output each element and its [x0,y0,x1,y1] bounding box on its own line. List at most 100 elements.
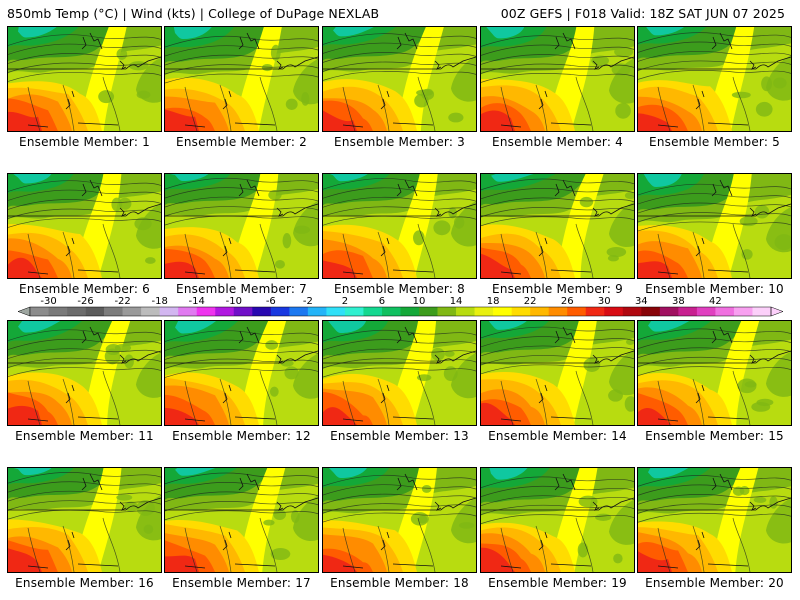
panel-label: Ensemble Member: 15 [645,429,784,443]
colorbar-swatch [659,307,679,316]
colorbar-swatch [270,307,290,316]
colorbar-swatch [215,307,235,316]
ensemble-panel: Ensemble Member: 15 [637,320,792,443]
colorbar-tick-label: 2 [341,296,349,307]
panel-label: Ensemble Member: 12 [172,429,311,443]
colorbar-swatch [307,307,327,316]
ensemble-panel: Ensemble Member: 17 [164,467,319,590]
colorbar-swatch [85,307,105,316]
colorbar-tick-label: 34 [634,296,648,307]
panel-label: Ensemble Member: 18 [330,576,469,590]
colorbar-swatch [30,307,49,316]
colorbar-swatch [752,307,772,316]
colorbar-swatch [696,307,716,316]
colorbar-swatch [233,307,253,316]
ensemble-panel: Ensemble Member: 8 [322,173,477,296]
colorbar-tick-label: 22 [523,296,537,307]
panel-label: Ensemble Member: 6 [19,282,150,296]
panel-label: Ensemble Member: 11 [15,429,154,443]
ensemble-panel: Ensemble Member: 13 [322,320,477,443]
colorbar-tick-label: -10 [225,296,242,307]
colorbar-tick-label: -22 [114,296,131,307]
temperature-map [322,467,477,573]
chart-title: 850mb Temp (°C) | Wind (kts) | College o… [7,6,380,21]
colorbar-swatch [344,307,364,316]
colorbar-swatch [678,307,698,316]
ensemble-panel: Ensemble Member: 16 [7,467,162,590]
temperature-map [7,467,162,573]
colorbar-swatch [381,307,401,316]
ensemble-panel: Ensemble Member: 6 [7,173,162,296]
ensemble-panel: Ensemble Member: 14 [480,320,635,443]
panel-label: Ensemble Member: 17 [172,576,311,590]
colorbar-swatch [289,307,309,316]
colorbar-swatch [159,307,179,316]
colorbar-swatch [622,307,642,316]
temperature-map [322,26,477,132]
colorbar-swatch [122,307,142,316]
colorbar-swatch [641,307,661,316]
colorbar-swatch [604,307,624,316]
colorbar-swatch [67,307,86,316]
colorbar-tick-label: 18 [486,296,500,307]
colorbar-swatch [733,307,753,316]
panel-label: Ensemble Member: 10 [645,282,784,296]
temperature-map [637,320,792,426]
temperature-map [164,467,319,573]
temperature-map [7,173,162,279]
ensemble-panel: Ensemble Member: 2 [164,26,319,149]
temperature-map [164,173,319,279]
panel-label: Ensemble Member: 19 [488,576,627,590]
run-valid-time: 00Z GEFS | F018 Valid: 18Z SAT JUN 07 20… [500,6,785,21]
colorbar-swatch [474,307,494,316]
colorbar-swatch [141,307,160,316]
temperature-map [480,467,635,573]
colorbar-tick-label: 10 [412,296,426,307]
colorbar-tick-label: -26 [77,296,94,307]
panel-label: Ensemble Member: 4 [492,135,623,149]
colorbar-swatch [252,307,272,316]
panel-label: Ensemble Member: 20 [645,576,784,590]
colorbar: -30 -26 -22 -18 -14 -10 -6 -2 2 6 10 14 18 22 26 30 34 38… [0,296,800,318]
ensemble-panel: Ensemble Member: 4 [480,26,635,149]
colorbar-labels: -30 -26 -22 -18 -14 -10 -6 -2 2 6 10 14 18 22 26 30 34 38… [0,296,800,307]
colorbar-swatch [178,307,198,316]
panel-label: Ensemble Member: 9 [492,282,623,296]
ensemble-panel: Ensemble Member: 3 [322,26,477,149]
temperature-map [637,467,792,573]
panel-label: Ensemble Member: 5 [649,135,780,149]
colorbar-swatch [493,307,512,316]
ensemble-panel: Ensemble Member: 7 [164,173,319,296]
panel-label: Ensemble Member: 2 [176,135,307,149]
colorbar-swatch [567,307,587,316]
temperature-map [164,320,319,426]
colorbar-tick-label: -30 [40,296,57,307]
colorbar-swatch [104,307,123,316]
colorbar-tick-label: -2 [302,296,313,307]
colorbar-swatch [326,307,346,316]
colorbar-swatch [419,307,438,316]
panel-label: Ensemble Member: 14 [488,429,627,443]
temperature-map [7,320,162,426]
colorbar-tick-label: -6 [265,296,276,307]
colorbar-swatch [715,307,735,316]
ensemble-panel: Ensemble Member: 19 [480,467,635,590]
temperature-map [7,26,162,132]
colorbar-swatch [400,307,420,316]
temperature-map [480,26,635,132]
colorbar-tick-label: -14 [188,296,205,307]
ensemble-panel: Ensemble Member: 18 [322,467,477,590]
temperature-map [637,26,792,132]
colorbar-tick-label: 38 [672,296,685,307]
ensemble-panel: Ensemble Member: 20 [637,467,792,590]
colorbar-tick-label: -18 [151,296,168,307]
colorbar-swatch [585,307,605,316]
temperature-map [480,173,635,279]
colorbar-swatch [437,307,457,316]
panel-label: Ensemble Member: 1 [19,135,150,149]
panel-label: Ensemble Member: 13 [330,429,469,443]
colorbar-swatch [363,307,383,316]
colorbar-tick-label: 42 [709,296,722,307]
colorbar-tick-label: 14 [449,296,463,307]
ensemble-panel: Ensemble Member: 12 [164,320,319,443]
